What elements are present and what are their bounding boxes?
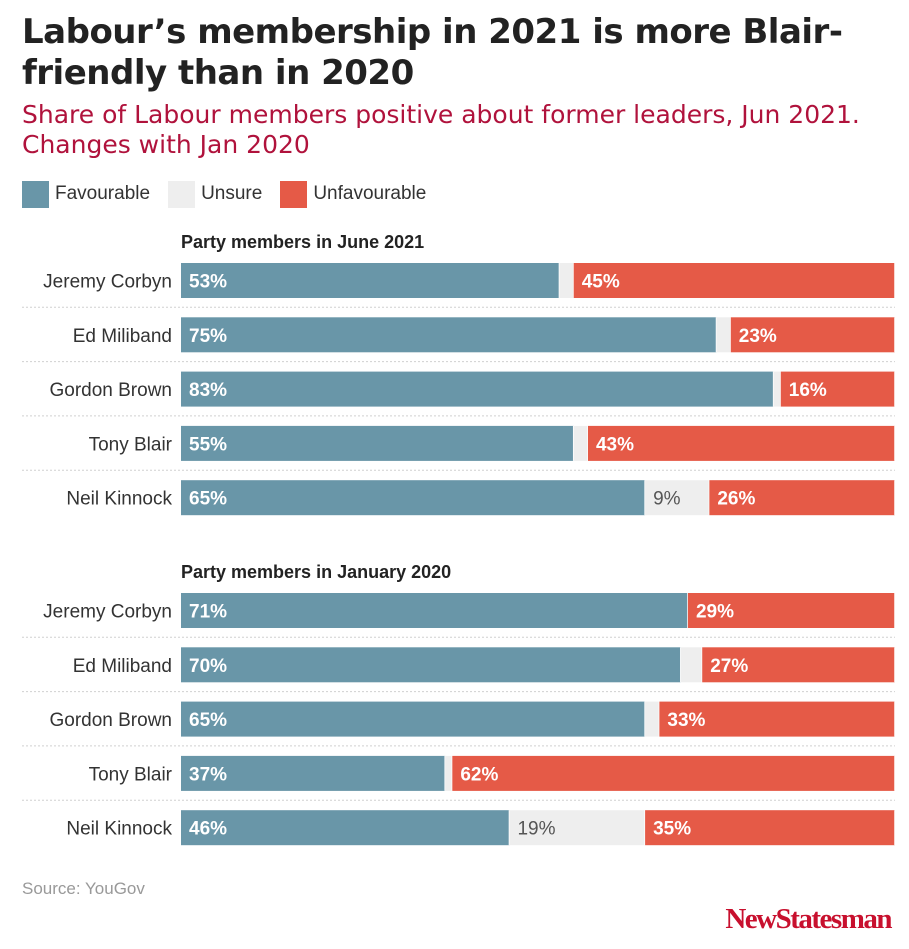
category-label-jeremy-corbyn: Jeremy Corbyn [43,272,172,293]
category-label-jeremy-corbyn: Jeremy Corbyn [43,602,172,623]
bar-unsure-gordon-brown [773,371,781,407]
bar-unfavourable-gordon-brown [780,371,895,407]
legend-swatch-unfavourable [280,180,308,208]
bar-favourable-ed-miliband [181,647,681,683]
data-label-favourable-jeremy-corbyn: 53% [189,272,227,293]
bar-favourable-neil-kinnock [181,480,646,516]
chart-subtitle: Share of Labour members positive about f… [22,100,860,159]
data-label-unsure-neil-kinnock: 9% [653,489,681,510]
bar-unsure-tony-blair [573,425,588,461]
data-label-favourable-neil-kinnock: 65% [189,489,227,510]
legend-item-unfavourable: Unfavourable [280,180,427,208]
data-label-favourable-tony-blair: 37% [189,764,227,785]
data-label-favourable-ed-miliband: 70% [189,656,227,677]
category-label-gordon-brown: Gordon Brown [49,380,172,401]
bar-favourable-neil-kinnock [181,810,510,846]
bar-unsure-jeremy-corbyn [559,263,574,298]
chart-title: Labour’s membership in 2021 is more Blai… [22,12,843,93]
stacked-bar-chart: Party members in June 2021 Jeremy Corbyn 5… [22,232,896,846]
bar-favourable-tony-blair [181,425,574,461]
legend-swatch-unsure [168,180,196,208]
legend-label-favourable: Favourable [55,183,151,204]
bar-unfavourable-ed-miliband [730,317,895,353]
data-label-favourable-gordon-brown: 83% [189,380,227,401]
bar-favourable-jeremy-corbyn [181,593,688,628]
data-label-favourable-ed-miliband: 75% [189,326,227,347]
legend: Favourable Unsure Unfavourable [22,180,444,208]
bar-unfavourable-jeremy-corbyn [687,593,895,628]
category-label-neil-kinnock: Neil Kinnock [66,489,172,510]
source-note: Source: YouGov [22,879,145,898]
bar-unfavourable-neil-kinnock [645,810,895,846]
data-label-favourable-gordon-brown: 65% [189,710,227,731]
data-label-unfavourable-jeremy-corbyn: 29% [696,602,734,623]
bar-unfavourable-gordon-brown [659,701,895,737]
data-label-unfavourable-tony-blair: 62% [460,764,498,785]
category-label-ed-miliband: Ed Miliband [73,656,172,677]
bar-unfavourable-tony-blair [452,755,895,791]
data-label-favourable-neil-kinnock: 46% [189,819,227,840]
legend-label-unsure: Unsure [201,183,263,204]
bar-favourable-gordon-brown [181,371,774,407]
data-label-unfavourable-ed-miliband: 27% [710,656,748,677]
data-label-unfavourable-gordon-brown: 16% [789,380,827,401]
data-label-unfavourable-neil-kinnock: 35% [653,819,691,840]
group-title: Party members in January 2020 [181,562,451,582]
legend-item-unsure: Unsure [168,180,263,208]
data-label-unfavourable-neil-kinnock: 26% [717,489,755,510]
bar-favourable-gordon-brown [181,701,646,737]
data-label-favourable-jeremy-corbyn: 71% [189,602,227,623]
bar-unsure-ed-miliband [716,317,731,353]
bar-unfavourable-tony-blair [587,425,895,461]
group-title: Party members in June 2021 [181,232,424,252]
category-label-ed-miliband: Ed Miliband [73,326,172,347]
bar-unsure-ed-miliband [680,647,703,683]
legend-item-favourable: Favourable [22,180,151,208]
bar-unsure-gordon-brown [645,701,660,737]
data-label-unfavourable-jeremy-corbyn: 45% [582,272,620,293]
data-label-unfavourable-gordon-brown: 33% [667,710,705,731]
category-label-tony-blair: Tony Blair [89,434,173,455]
bar-unfavourable-ed-miliband [702,647,895,683]
legend-swatch-favourable [22,180,49,208]
category-label-gordon-brown: Gordon Brown [49,710,172,731]
bar-unsure-neil-kinnock [509,810,646,846]
bar-favourable-jeremy-corbyn [181,263,560,298]
data-label-unfavourable-tony-blair: 43% [596,434,634,455]
newstatesman-logo: NewStatesman [725,903,892,935]
legend-label-unfavourable: Unfavourable [313,183,427,204]
data-label-unfavourable-ed-miliband: 23% [739,326,777,347]
bar-favourable-ed-miliband [181,317,717,353]
data-label-unsure-neil-kinnock: 19% [517,819,555,840]
category-label-tony-blair: Tony Blair [89,764,173,785]
bar-unfavourable-jeremy-corbyn [573,263,895,298]
category-label-neil-kinnock: Neil Kinnock [66,819,172,840]
data-label-favourable-tony-blair: 55% [189,434,227,455]
bar-unsure-neil-kinnock [645,480,710,516]
bar-unfavourable-neil-kinnock [709,480,895,516]
bar-unsure-tony-blair [445,755,453,791]
bar-favourable-tony-blair [181,755,446,791]
